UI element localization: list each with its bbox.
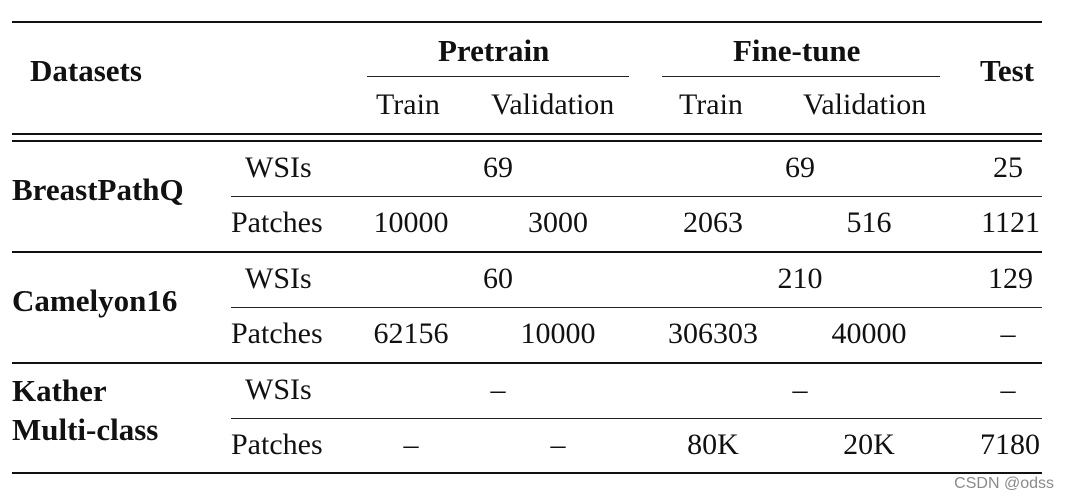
- cell-pretrain-wsis: 60: [483, 262, 513, 295]
- cell-test-wsis: 25: [993, 151, 1023, 184]
- row-label-patches: Patches: [231, 206, 323, 239]
- header-finetune: Fine-tune: [733, 33, 861, 68]
- header-datasets: Datasets: [30, 53, 142, 88]
- dataset-name-kather-line1: Kather: [12, 373, 107, 408]
- cell-finetune-train: 80K: [687, 428, 739, 461]
- header-finetune-validation: Validation: [803, 88, 927, 121]
- cell-test-wsis: –: [1000, 373, 1016, 406]
- dataset-name-breastpathq: BreastPathQ: [12, 172, 184, 207]
- pretrain-underline: [367, 76, 629, 77]
- header-finetune-train: Train: [679, 88, 743, 121]
- dataset-name-camelyon16: Camelyon16: [12, 283, 178, 318]
- cell-finetune-train: 2063: [683, 206, 743, 239]
- watermark: CSDN @odss: [954, 475, 1054, 492]
- cell-finetune-validation: 20K: [843, 428, 895, 461]
- section-rule: [12, 251, 1042, 253]
- cell-pretrain-wsis: 69: [483, 151, 513, 184]
- cell-pretrain-validation: 3000: [528, 206, 588, 239]
- cell-finetune-validation: 40000: [831, 317, 907, 350]
- top-rule: [12, 21, 1042, 23]
- cell-test-patches: 7180: [980, 428, 1040, 461]
- header-pretrain-train: Train: [376, 88, 440, 121]
- header-double-rule-top: [12, 133, 1042, 135]
- row-label-patches: Patches: [231, 317, 323, 350]
- bottom-rule: [12, 472, 1042, 474]
- cell-finetune-wsis: 210: [777, 262, 823, 295]
- header-pretrain: Pretrain: [438, 33, 550, 68]
- section-rule: [12, 362, 1042, 364]
- cell-pretrain-train: 10000: [373, 206, 449, 239]
- cell-finetune-wsis: –: [792, 373, 808, 406]
- finetune-underline: [662, 76, 940, 77]
- row-divider: [231, 196, 1042, 197]
- row-label-wsis: WSIs: [245, 151, 312, 184]
- cell-test-patches: 1121: [981, 206, 1040, 239]
- dataset-name-kather-line2: Multi-class: [12, 412, 159, 447]
- row-label-patches: Patches: [231, 428, 323, 461]
- cell-pretrain-train: 62156: [373, 317, 449, 350]
- row-divider: [231, 307, 1042, 308]
- header-pretrain-validation: Validation: [491, 88, 615, 121]
- row-label-wsis: WSIs: [245, 373, 312, 406]
- row-label-wsis: WSIs: [245, 262, 312, 295]
- cell-finetune-validation: 516: [846, 206, 892, 239]
- row-divider: [231, 418, 1042, 419]
- header-double-rule-bottom: [12, 140, 1042, 142]
- cell-pretrain-validation: 10000: [520, 317, 596, 350]
- cell-test-wsis: 129: [988, 262, 1033, 295]
- cell-pretrain-train: –: [403, 428, 419, 461]
- cell-finetune-train: 306303: [668, 317, 758, 350]
- cell-test-patches: –: [1000, 317, 1016, 350]
- cell-finetune-wsis: 69: [785, 151, 815, 184]
- cell-pretrain-validation: –: [550, 428, 566, 461]
- header-test: Test: [980, 53, 1034, 88]
- cell-pretrain-wsis: –: [490, 373, 506, 406]
